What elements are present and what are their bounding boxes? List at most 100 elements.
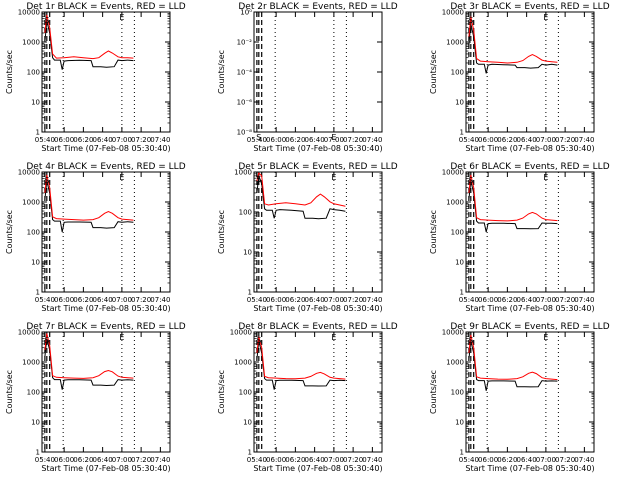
marker-s: S xyxy=(468,16,473,25)
y-tick-label: 10 xyxy=(455,99,464,107)
x-tick-label: 06:40 xyxy=(517,136,537,144)
chart-panel-3: Det 3r BLACK = Events, RED = LLD 1 10 100 10… xyxy=(429,2,610,153)
x-tick-label: 07:20 xyxy=(343,456,363,464)
chart-title: Det 3r BLACK = Events, RED = LLD xyxy=(450,2,609,12)
y-tick-label: 1000 xyxy=(234,169,252,177)
x-axis-label: Start Time (07-Feb-08 05:30:40) xyxy=(253,304,382,313)
y-tick-label: 1 xyxy=(460,449,464,457)
y-tick-label: 100 xyxy=(239,389,252,397)
chart-title: Det 7r BLACK = Events, RED = LLD xyxy=(26,322,185,332)
lld-line xyxy=(468,16,558,64)
y-tick-label: 1 xyxy=(36,129,40,137)
marker-s: S xyxy=(44,176,49,185)
x-tick-label: 07:40 xyxy=(574,136,594,144)
x-tick-label: 06:20 xyxy=(285,136,305,144)
events-line xyxy=(468,180,558,233)
marker-s: S xyxy=(468,336,473,345)
x-tick-label: 06:00 xyxy=(54,136,74,144)
chart-panel-5: Det 5r BLACK = Events, RED = LLD 1 10 100 10… xyxy=(217,162,398,313)
events-line xyxy=(44,20,134,70)
marker-e: E xyxy=(119,333,124,342)
x-tick-label: 07:00 xyxy=(112,136,132,144)
x-tick-label: 07:20 xyxy=(343,136,363,144)
x-axis-label: Start Time (07-Feb-08 05:30:40) xyxy=(41,304,170,313)
y-axis-label: Counts/sec xyxy=(217,50,226,94)
x-tick-label: 06:40 xyxy=(93,456,113,464)
x-tick-label: 06:00 xyxy=(478,456,498,464)
lld-line xyxy=(44,333,134,379)
y-tick-label: 10 xyxy=(243,419,252,427)
x-tick-label: 06:40 xyxy=(305,456,325,464)
x-tick-label: 05:40 xyxy=(35,136,55,144)
chart-panel-4: Det 4r BLACK = Events, RED = LLD 1 10 100 10… xyxy=(5,162,186,313)
y-tick-label: 10000 xyxy=(442,329,464,337)
y-tick-label: 10000 xyxy=(18,169,40,177)
x-tick-label: 07:40 xyxy=(362,136,382,144)
lld-line xyxy=(256,171,346,207)
marker-e: E xyxy=(119,173,124,182)
chart-title: Det 1r BLACK = Events, RED = LLD xyxy=(26,2,185,12)
y-tick-label: 10⁻⁴ xyxy=(237,69,253,77)
plot-frame xyxy=(41,331,171,453)
y-tick-label: 100 xyxy=(451,389,464,397)
x-axis-label: Start Time (07-Feb-08 05:30:40) xyxy=(41,144,170,153)
y-tick-label: 10 xyxy=(455,419,464,427)
y-tick-label: 1000 xyxy=(446,359,464,367)
x-tick-label: 06:40 xyxy=(305,296,325,304)
x-tick-label: 07:20 xyxy=(555,456,575,464)
x-tick-label: 05:40 xyxy=(459,456,479,464)
marker-s: S xyxy=(468,176,473,185)
y-tick-label: 10⁻⁶ xyxy=(237,99,253,107)
y-tick-label: 1000 xyxy=(446,39,464,47)
events-line xyxy=(256,340,346,390)
x-axis-label: Start Time (07-Feb-08 05:30:40) xyxy=(465,304,594,313)
chart-title: Det 6r BLACK = Events, RED = LLD xyxy=(450,162,609,172)
x-tick-label: 07:00 xyxy=(112,296,132,304)
y-tick-label: 100 xyxy=(239,209,252,217)
y-tick-label: 100 xyxy=(451,229,464,237)
x-tick-label: 06:00 xyxy=(266,456,286,464)
plot-frame xyxy=(465,171,595,293)
y-axis-label: Counts/sec xyxy=(5,50,14,94)
x-tick-label: 07:20 xyxy=(131,136,151,144)
y-tick-label: 10000 xyxy=(18,329,40,337)
chart-panel-9: Det 9r BLACK = Events, RED = LLD 1 10 100 10… xyxy=(429,322,610,473)
lld-line xyxy=(256,336,346,380)
x-tick-label: 06:00 xyxy=(266,136,286,144)
chart-panel-7: Det 7r BLACK = Events, RED = LLD 1 10 100 10… xyxy=(5,322,186,473)
x-tick-label: 07:40 xyxy=(362,456,382,464)
x-tick-label: 06:20 xyxy=(285,296,305,304)
y-tick-label: 10 xyxy=(243,249,252,257)
y-tick-label: 1 xyxy=(460,129,464,137)
y-tick-label: 1000 xyxy=(22,39,40,47)
y-axis-label: Counts/sec xyxy=(5,370,14,414)
plot-frame xyxy=(253,171,383,293)
x-tick-label: 07:20 xyxy=(131,296,151,304)
marker-e: E xyxy=(331,133,336,142)
plot-frame xyxy=(465,331,595,453)
y-tick-label: 100 xyxy=(451,69,464,77)
chart-title: Det 9r BLACK = Events, RED = LLD xyxy=(450,322,609,332)
events-line xyxy=(44,180,134,233)
x-tick-label: 07:00 xyxy=(536,136,556,144)
x-tick-label: 07:40 xyxy=(150,136,170,144)
lld-line xyxy=(44,14,134,60)
y-tick-label: 100 xyxy=(27,389,40,397)
chart-title: Det 5r BLACK = Events, RED = LLD xyxy=(238,162,397,172)
chart-title: Det 8r BLACK = Events, RED = LLD xyxy=(238,322,397,332)
y-axis-label: Counts/sec xyxy=(429,210,438,254)
x-tick-label: 06:20 xyxy=(497,136,517,144)
lld-line xyxy=(468,334,558,381)
x-tick-label: 07:40 xyxy=(362,296,382,304)
y-tick-label: 1 xyxy=(248,289,252,297)
marker-s: S xyxy=(256,175,261,184)
y-tick-label: 1 xyxy=(248,449,252,457)
y-axis-label: Counts/sec xyxy=(5,210,14,254)
y-tick-label: 100 xyxy=(27,229,40,237)
x-tick-label: 06:20 xyxy=(285,456,305,464)
x-tick-label: 06:20 xyxy=(73,456,93,464)
plot-frame xyxy=(253,331,383,453)
chart-panel-6: Det 6r BLACK = Events, RED = LLD 1 10 100 10… xyxy=(429,162,610,313)
x-tick-label: 06:40 xyxy=(517,296,537,304)
x-tick-label: 06:40 xyxy=(93,136,113,144)
